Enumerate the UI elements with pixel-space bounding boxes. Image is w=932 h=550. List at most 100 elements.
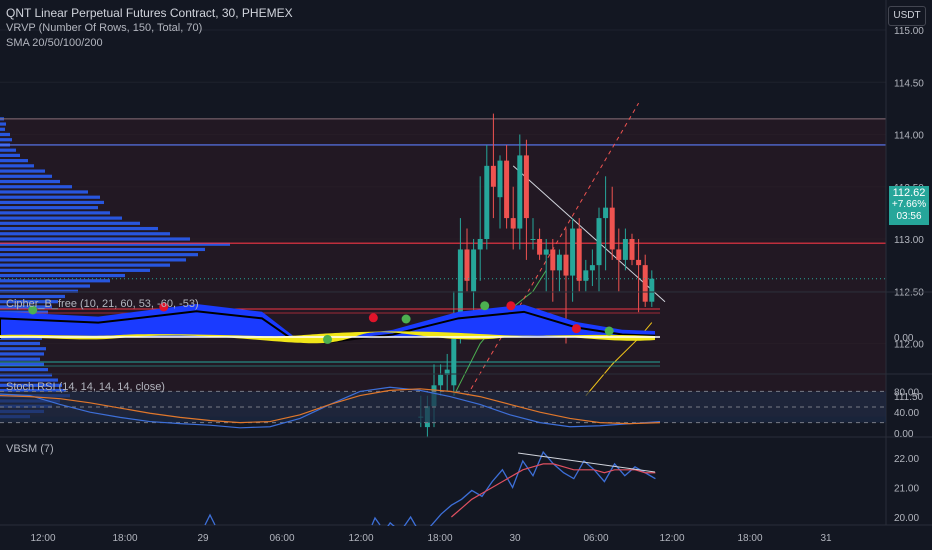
volume-profile-bar [0,211,110,215]
sma-legend[interactable]: SMA 20/50/100/200 [6,37,103,49]
candle-body [490,165,496,187]
time-tick-label: 18:00 [112,533,137,544]
volume-profile-bar [0,247,205,252]
time-tick-label: 18:00 [737,533,762,544]
vbsm-divergence-line [517,452,656,473]
volume-profile-bar [0,242,230,246]
time-tick-label: 12:00 [659,533,684,544]
volume-profile-bar [0,263,170,267]
volume-profile-bar [0,305,52,309]
candle-body [517,155,523,229]
volume-profile-bar [0,216,122,220]
time-tick-label: 12:00 [348,533,373,544]
candle-body [603,207,609,219]
currency-button[interactable]: USDT [888,6,926,26]
vbsm-early-spike [204,513,216,526]
time-tick-label: 30 [509,533,521,544]
cipher-tick-label: 0.00 [894,333,914,344]
price-change: +7.66% [891,199,927,210]
candle-body [563,254,569,276]
range-shading [0,118,886,417]
volume-profile-bar [0,138,12,142]
volume-profile-bar [0,169,45,173]
volume-profile-bar [0,341,40,346]
cipher-signal-dot [506,301,516,311]
volume-profile-bar [0,378,58,382]
stoch-d-line [0,388,661,425]
cipher-signal-dot [368,313,378,323]
volume-profile-bar [0,362,44,366]
volume-profile-bar [0,284,90,288]
candle-body [649,278,655,302]
time-tick-label: 06:00 [583,533,608,544]
vbsm-legend[interactable]: VBSM (7) [6,443,54,455]
candle-body [576,228,582,281]
candle-body [556,254,562,271]
cipher-legend[interactable]: Cipher_B_free (10, 21, 60, 53, -60, -53) [6,298,199,310]
time-tick-label: 18:00 [427,533,452,544]
vbsm-signal-line [451,463,656,518]
volume-profile-bar [0,357,40,361]
price-tick-label: 112.00 [894,340,924,351]
volume-profile-bar [0,185,72,189]
volume-profile-bar [0,294,65,299]
candle-body [596,218,602,266]
cipher-signal-dot [604,326,614,336]
time-axis [0,526,932,550]
candle-body [457,249,463,323]
candle-body [570,228,576,276]
volume-profile-bar [0,206,98,210]
volume-profile-bar [0,232,170,236]
volume-profile-bar [0,383,62,387]
time-tick-label: 12:00 [30,533,55,544]
candle-body [616,249,622,260]
volume-profile-bar [0,127,5,131]
cipher-wave-area [0,304,655,339]
candle-body [629,239,635,260]
candle-body [537,239,543,255]
candle-body [609,207,615,250]
cipher-signal-dot [571,324,581,334]
volume-profile-bar [0,164,34,168]
cipher-signal-dot [28,305,38,315]
volume-profile-bar [0,253,198,257]
price-tick-label: 112.50 [894,287,924,298]
time-tick-label: 31 [820,533,832,544]
volume-profile-bar [0,388,66,393]
cipher-signal-dot [323,334,332,344]
volume-profile-bar [0,258,186,262]
trend-line [512,165,666,303]
volume-profile-bar [0,179,60,184]
stoch-rsi-legend[interactable]: Stoch RSI (14, 14, 14, 14, close) [6,381,165,393]
candle-body [583,270,589,281]
candle-body [550,249,556,271]
candle-body [484,165,490,239]
bar-countdown: 03:56 [896,211,922,222]
stoch-tick-label: 40.00 [894,408,919,419]
volume-profile-bar [0,226,158,231]
candle-body [464,249,470,281]
candle-body [636,259,642,266]
time-tick-label: 06:00 [269,533,294,544]
volume-profile-bar [0,174,52,178]
volume-profile-bar [0,300,58,304]
stoch-tick-label: 0.00 [894,429,914,440]
volume-profile-bar [0,200,104,205]
volume-profile-bar [0,268,150,272]
volume-profile-bar [0,153,20,157]
candle-body [642,265,648,302]
volume-profile-bar [0,310,48,314]
price-tick-label: 114.00 [894,131,924,142]
chart-title: QNT Linear Perpetual Futures Contract, 3… [6,6,293,20]
candle-body [504,160,510,219]
cipher-signal-dot [401,314,411,324]
vbsm-tick-label: 21.00 [894,484,919,495]
sma-line [585,322,653,397]
vrvp-legend[interactable]: VRVP (Number Of Rows, 150, Total, 70) [6,22,203,34]
price-tick-label: 113.00 [894,235,924,246]
candle-body [451,322,457,386]
candle-body [523,155,529,219]
price-tick-label: 115.00 [894,26,924,37]
price-tick-label: 114.50 [894,78,924,89]
